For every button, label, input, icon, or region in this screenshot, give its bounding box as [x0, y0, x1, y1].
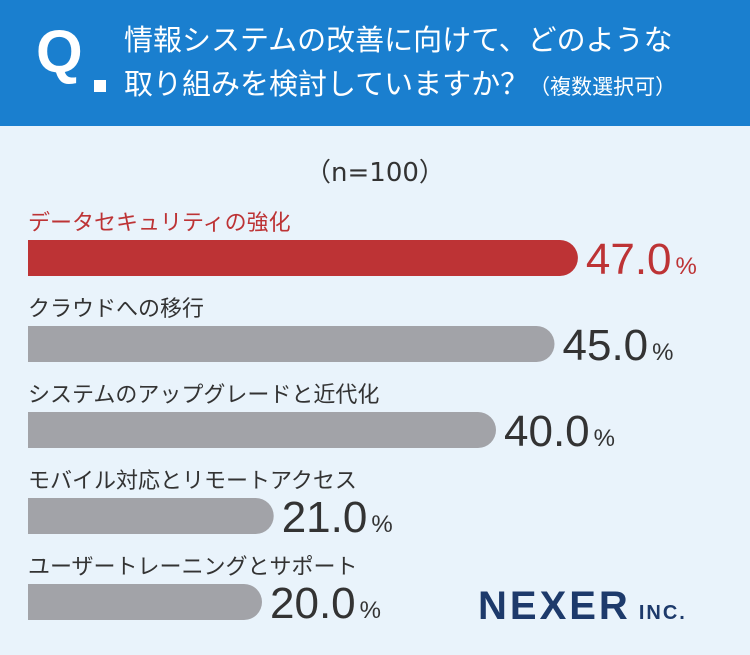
bar	[28, 498, 274, 534]
category-label: システムのアップグレードと近代化	[28, 383, 379, 408]
value-label: 40.0%	[504, 407, 615, 456]
question-text-line2: 取り組みを検討していますか？（複数選択可）	[124, 70, 676, 99]
category-label: モバイル対応とリモートアクセス	[28, 469, 357, 494]
question-mark-dot	[94, 80, 106, 92]
company-logo: NEXER INC.	[478, 586, 687, 626]
bar-left-edge	[28, 584, 64, 620]
category-label: ユーザートレーニングとサポート	[28, 555, 358, 580]
bar-left-edge	[28, 498, 64, 534]
question-mark: Q	[36, 18, 83, 85]
bar	[28, 326, 555, 362]
value-label: 21.0%	[282, 493, 393, 542]
question-text-note: （複数選択可）	[529, 75, 677, 99]
bar	[28, 240, 578, 276]
question-header: Q 情報システムの改善に向けて、どのような 取り組みを検討していますか？（複数選…	[0, 0, 750, 126]
question-text-main: 取り組みを検討していますか？	[124, 67, 530, 101]
value-label: 20.0%	[270, 579, 381, 628]
sample-size: （n=100）	[305, 158, 445, 188]
value-label: 45.0%	[563, 321, 674, 370]
value-label: 47.0%	[586, 235, 697, 284]
bar-left-edge	[28, 412, 64, 448]
question-text-line1: 情報システムの改善に向けて、どのような	[124, 23, 673, 57]
category-label: クラウドへの移行	[28, 297, 204, 322]
logo-suffix: INC.	[638, 602, 687, 624]
logo-main: NEXER	[478, 584, 631, 628]
bar-left-edge	[28, 326, 64, 362]
bar	[28, 412, 496, 448]
bar-left-edge	[28, 240, 64, 276]
category-label: データセキュリティの強化	[28, 211, 291, 236]
bar	[28, 584, 262, 620]
